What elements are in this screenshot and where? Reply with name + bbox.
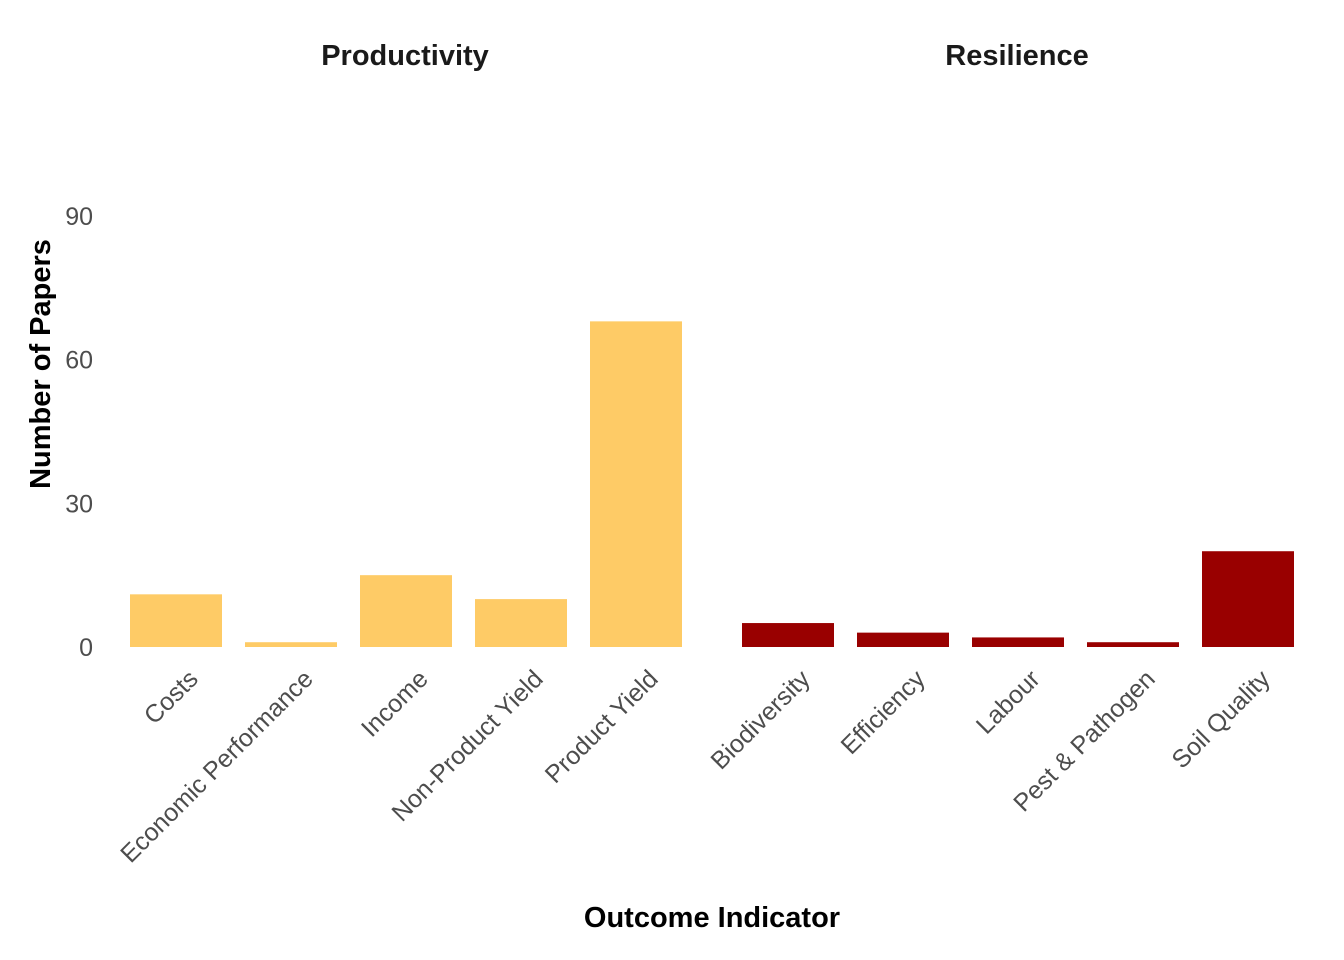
y-axis-title: Number of Papers xyxy=(25,239,57,489)
bar-labour xyxy=(972,637,1064,647)
x-tick-label: Product Yield xyxy=(540,665,664,789)
bar-non-product-yield xyxy=(475,599,567,647)
x-tick-label: Efficiency xyxy=(836,665,931,760)
facet-title-productivity: Productivity xyxy=(321,40,489,72)
bars xyxy=(130,321,1294,647)
bar-efficiency xyxy=(857,632,949,647)
y-tick-label: 0 xyxy=(79,634,93,662)
bar-costs xyxy=(130,594,222,647)
bar-income xyxy=(360,575,452,647)
x-tick-label: Costs xyxy=(139,665,204,730)
bar-pest-pathogen xyxy=(1087,642,1179,647)
x-axis-title: Outcome Indicator xyxy=(584,902,840,934)
x-tick-label: Economic Performance xyxy=(115,665,319,869)
x-tick-label: Soil Quality xyxy=(1166,665,1276,775)
facet-title-resilience: Resilience xyxy=(945,40,1088,72)
x-tick-label: Biodiversity xyxy=(705,665,816,776)
x-tick-label: Income xyxy=(356,665,434,743)
bar-soil-quality xyxy=(1202,551,1294,647)
y-axis-ticks: 0 30 60 90 xyxy=(65,203,93,662)
y-tick-label: 30 xyxy=(65,490,93,518)
bar-biodiversity xyxy=(742,623,834,647)
y-tick-label: 90 xyxy=(65,203,93,231)
x-tick-label: Labour xyxy=(971,665,1046,740)
y-tick-label: 60 xyxy=(65,347,93,375)
bar-product-yield xyxy=(590,321,682,647)
bar-economic-performance xyxy=(245,642,337,647)
